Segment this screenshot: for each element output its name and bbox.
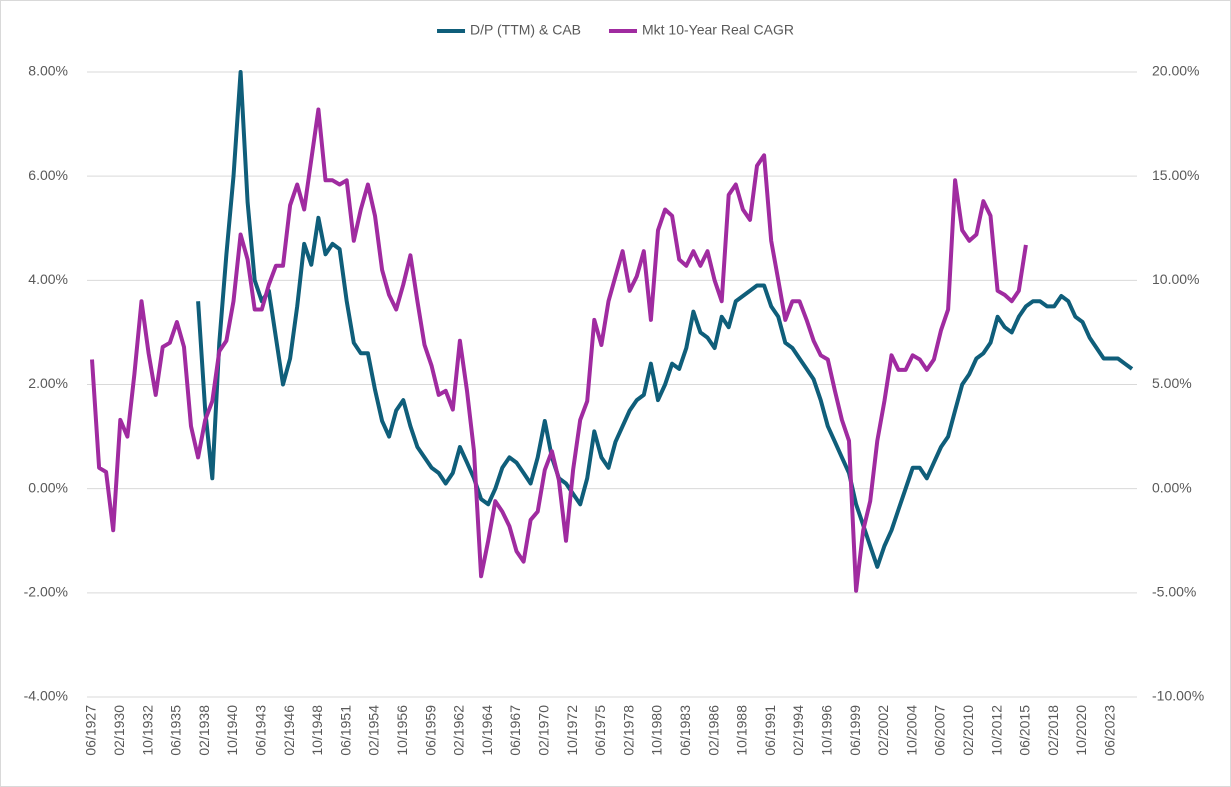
x-tick-label: 02/1978 bbox=[620, 705, 636, 756]
y-tick-label: -2.00% bbox=[24, 584, 68, 600]
x-tick-label: 10/1940 bbox=[224, 705, 240, 756]
x-tick-label: 10/1980 bbox=[649, 705, 665, 756]
x-tick-label: 10/1948 bbox=[309, 705, 325, 756]
legend: D/P (TTM) & CAB Mkt 10-Year Real CAGR bbox=[437, 22, 794, 38]
x-tick-label: 02/1970 bbox=[535, 705, 551, 756]
x-tick-label: 06/1927 bbox=[83, 705, 99, 756]
x-tick-label: 10/1972 bbox=[564, 705, 580, 756]
x-tick-label: 06/1975 bbox=[592, 705, 608, 756]
x-tick-label: 02/1946 bbox=[281, 705, 297, 756]
x-tick-label: 06/1967 bbox=[507, 705, 523, 756]
y-tick-label: 4.00% bbox=[28, 271, 68, 287]
x-tick-label: 10/1932 bbox=[139, 705, 155, 756]
x-tick-label: 06/1983 bbox=[677, 705, 693, 756]
y-tick-label: 8.00% bbox=[28, 63, 68, 79]
x-tick-label: 10/1956 bbox=[394, 705, 410, 756]
y2-tick-label: 15.00% bbox=[1152, 167, 1199, 183]
x-tick-label: 02/2018 bbox=[1045, 705, 1061, 756]
y-tick-label: -4.00% bbox=[24, 688, 68, 704]
x-tick-label: 10/1964 bbox=[479, 705, 495, 756]
y-tick-label: 6.00% bbox=[28, 167, 68, 183]
y2-tick-label: 0.00% bbox=[1152, 479, 1192, 495]
x-tick-label: 10/2004 bbox=[903, 705, 919, 756]
x-tick-label: 02/1938 bbox=[196, 705, 212, 756]
y-tick-label: 0.00% bbox=[28, 479, 68, 495]
x-tick-label: 02/1954 bbox=[366, 705, 382, 756]
x-tick-label: 06/1935 bbox=[168, 705, 184, 756]
y2-tick-label: -10.00% bbox=[1152, 688, 1204, 704]
x-tick-label: 10/2020 bbox=[1073, 705, 1089, 756]
series-line bbox=[196, 70, 1134, 569]
series-line bbox=[90, 107, 1028, 593]
legend-label: Mkt 10-Year Real CAGR bbox=[642, 22, 794, 38]
x-tick-label: 06/1999 bbox=[847, 705, 863, 756]
y-tick-label: 2.00% bbox=[28, 375, 68, 391]
x-tick-label: 02/2002 bbox=[875, 705, 891, 756]
x-tick-label: 06/2015 bbox=[1017, 705, 1033, 756]
y2-tick-label: 10.00% bbox=[1152, 271, 1199, 287]
x-tick-label: 10/1996 bbox=[818, 705, 834, 756]
x-tick-label: 06/1991 bbox=[762, 705, 778, 756]
x-tick-label: 10/1988 bbox=[734, 705, 750, 756]
x-tick-label: 06/1959 bbox=[422, 705, 438, 756]
y2-tick-label: -5.00% bbox=[1152, 584, 1196, 600]
x-tick-label: 02/1962 bbox=[451, 705, 467, 756]
x-tick-label: 02/1986 bbox=[705, 705, 721, 756]
y2-tick-label: 20.00% bbox=[1152, 63, 1199, 79]
x-tick-label: 06/1943 bbox=[252, 705, 268, 756]
x-tick-label: 02/1930 bbox=[111, 705, 127, 756]
x-tick-label: 10/2012 bbox=[988, 705, 1004, 756]
legend-label: D/P (TTM) & CAB bbox=[470, 22, 581, 38]
x-tick-label: 06/2007 bbox=[932, 705, 948, 756]
y2-tick-label: 5.00% bbox=[1152, 375, 1192, 391]
x-tick-label: 06/2023 bbox=[1101, 705, 1117, 756]
x-tick-label: 02/1994 bbox=[790, 705, 806, 756]
x-tick-label: 02/2010 bbox=[960, 705, 976, 756]
x-tick-label: 06/1951 bbox=[337, 705, 353, 756]
